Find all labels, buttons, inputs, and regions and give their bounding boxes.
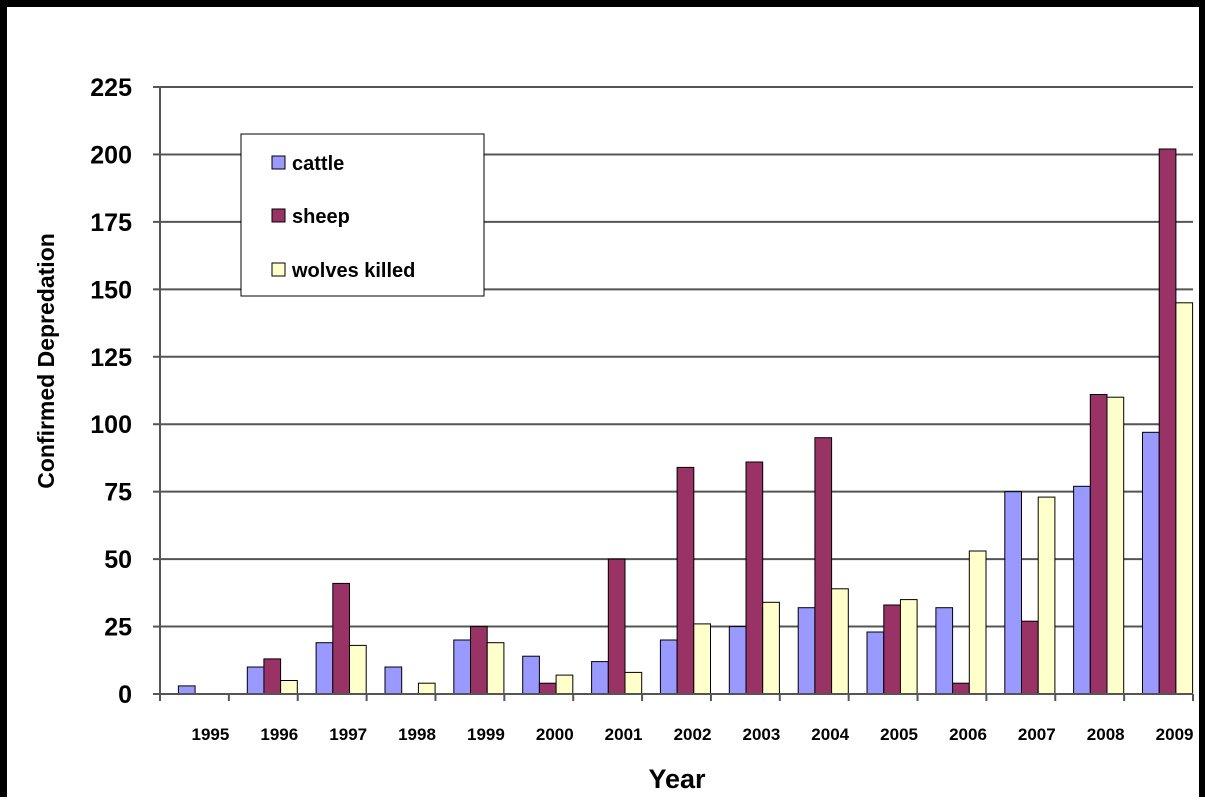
x-tick-label: 2001 bbox=[605, 725, 643, 744]
y-tick-label: 0 bbox=[118, 681, 132, 709]
bar-wolves-killed-2009 bbox=[1175, 302, 1194, 695]
bar-cattle-2007 bbox=[1004, 491, 1022, 695]
bar-cattle-2005 bbox=[866, 631, 885, 695]
y-tick-label: 125 bbox=[90, 344, 132, 372]
bar-cattle-2001 bbox=[591, 661, 609, 695]
bar-cattle-2000 bbox=[522, 655, 540, 695]
legend-swatch-wolves-killed bbox=[271, 262, 286, 277]
legend: cattle sheep wolves killed bbox=[240, 133, 485, 297]
bar-wolves-killed-2001 bbox=[624, 671, 643, 695]
bar-sheep-2007 bbox=[1021, 620, 1039, 695]
bar-sheep-2004 bbox=[814, 437, 833, 695]
bar-sheep-2005 bbox=[883, 604, 901, 695]
x-axis-title: Year bbox=[648, 764, 706, 794]
bar-sheep-1997 bbox=[332, 582, 350, 695]
y-tick-labels: 0 25 50 75 100 125 150 175 200 225 bbox=[90, 74, 160, 709]
legend-label-wolves-killed: wolves killed bbox=[291, 260, 415, 282]
bar-cattle-2004 bbox=[797, 607, 816, 695]
y-tick-label: 225 bbox=[90, 74, 132, 102]
x-tick-label: 2003 bbox=[742, 725, 780, 744]
bar-wolves-killed-1996 bbox=[280, 680, 298, 695]
x-tick-label: 1997 bbox=[329, 725, 367, 744]
x-tick-label: 1995 bbox=[191, 725, 229, 744]
bar-wolves-killed-2007 bbox=[1037, 496, 1056, 695]
bar-sheep-2009 bbox=[1158, 148, 1177, 695]
legend-swatch-sheep bbox=[271, 208, 286, 223]
x-tick-label: 2004 bbox=[811, 725, 849, 744]
bar-sheep-2000 bbox=[538, 682, 557, 695]
y-tick-label: 75 bbox=[104, 479, 132, 507]
y-tick-label: 100 bbox=[90, 411, 132, 439]
x-tick-label: 2006 bbox=[949, 725, 987, 744]
legend-label-cattle: cattle bbox=[292, 153, 344, 175]
x-tick-labels: 1995 1996 1997 1998 1999 2000 2001 2002 2003 2004… bbox=[191, 725, 1193, 744]
bar-wolves-killed-2008 bbox=[1106, 396, 1125, 695]
bar-sheep-1999 bbox=[470, 626, 488, 695]
bars bbox=[177, 148, 1194, 695]
bar-wolves-killed-2005 bbox=[899, 599, 918, 695]
bar-wolves-killed-2004 bbox=[831, 588, 849, 695]
bar-wolves-killed-1998 bbox=[417, 682, 436, 695]
bar-cattle-1998 bbox=[384, 666, 403, 695]
bar-sheep-1996 bbox=[263, 658, 282, 695]
bar-wolves-killed-2003 bbox=[762, 601, 780, 695]
bar-cattle-2002 bbox=[659, 639, 678, 695]
bar-wolves-killed-1999 bbox=[486, 642, 505, 695]
y-tick-label: 175 bbox=[90, 209, 132, 237]
bar-sheep-2006 bbox=[952, 682, 970, 695]
bar-wolves-killed-2006 bbox=[968, 550, 987, 695]
y-tick-label: 150 bbox=[90, 276, 132, 304]
bar-wolves-killed-1997 bbox=[349, 644, 367, 695]
bar-wolves-killed-2002 bbox=[693, 623, 711, 695]
x-tick-label: 2000 bbox=[536, 725, 574, 744]
bar-sheep-2003 bbox=[745, 461, 764, 695]
x-tick-label: 2007 bbox=[1018, 725, 1056, 744]
y-tick-label: 50 bbox=[104, 546, 132, 574]
bar-cattle-2008 bbox=[1073, 485, 1091, 695]
bar-cattle-1997 bbox=[315, 642, 334, 695]
bar-cattle-1996 bbox=[246, 666, 265, 695]
x-tick-label: 2008 bbox=[1087, 725, 1125, 744]
bar-sheep-2002 bbox=[676, 466, 695, 695]
axes bbox=[159, 87, 1194, 701]
y-axis-title: Confirmed Depredation bbox=[33, 233, 59, 489]
bar-sheep-2001 bbox=[607, 558, 626, 695]
x-tick-label: 1999 bbox=[467, 725, 505, 744]
legend-swatch-cattle bbox=[271, 155, 286, 170]
bar-cattle-1999 bbox=[453, 639, 471, 695]
bar-cattle-2006 bbox=[935, 607, 954, 695]
bar-cattle-1995 bbox=[177, 685, 196, 695]
y-tick-label: 200 bbox=[90, 141, 132, 169]
y-tick-label: 25 bbox=[104, 614, 132, 642]
x-tick-label: 2005 bbox=[880, 725, 918, 744]
bar-sheep-2008 bbox=[1089, 394, 1108, 695]
x-tick-label: 2009 bbox=[1156, 725, 1194, 744]
bar-cattle-2003 bbox=[728, 626, 747, 695]
x-tick-label: 1996 bbox=[260, 725, 298, 744]
legend-label-sheep: sheep bbox=[292, 206, 350, 228]
bar-wolves-killed-2000 bbox=[555, 674, 574, 695]
x-tick-label: 2002 bbox=[674, 725, 712, 744]
x-tick-label: 1998 bbox=[398, 725, 436, 744]
bar-cattle-2009 bbox=[1142, 431, 1160, 695]
